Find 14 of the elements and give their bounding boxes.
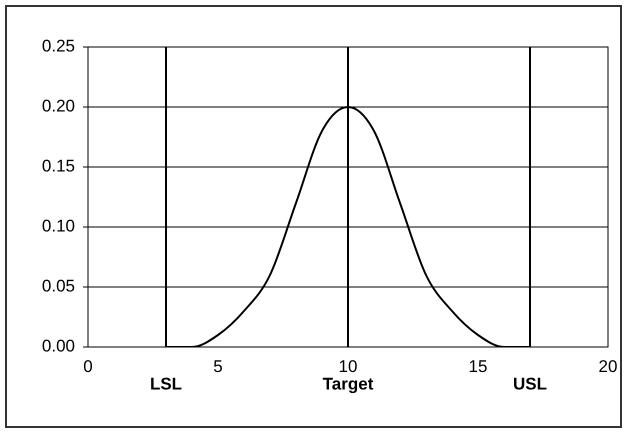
y-tick-label: 0.00 xyxy=(42,336,75,356)
y-tick-label: 0.25 xyxy=(42,36,75,56)
ref-line-label: USL xyxy=(513,374,547,394)
x-tick-label: 20 xyxy=(598,356,618,376)
ref-line-label: LSL xyxy=(150,374,182,394)
y-tick-label: 0.05 xyxy=(42,276,75,296)
x-tick-label: 5 xyxy=(213,356,223,376)
x-tick-label: 15 xyxy=(468,356,488,376)
x-tick-label: 10 xyxy=(338,356,358,376)
x-tick-label: 0 xyxy=(83,356,93,376)
y-tick-label: 0.15 xyxy=(42,156,75,176)
ref-line-label: Target xyxy=(322,374,374,394)
y-tick-label: 0.20 xyxy=(42,96,75,116)
y-tick-label: 0.10 xyxy=(42,216,75,236)
